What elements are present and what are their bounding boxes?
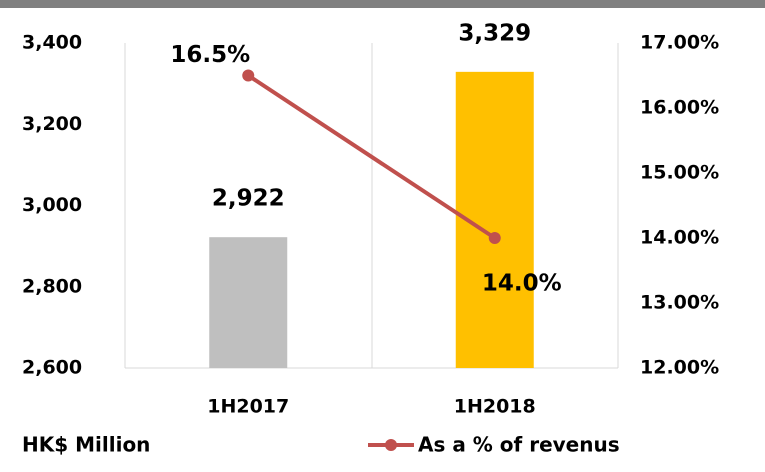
y2-tick-label: 15.00% <box>640 162 719 184</box>
y2-tick-label: 16.00% <box>640 97 719 119</box>
line <box>247 73 496 240</box>
y-tick-label: 2,800 <box>22 275 82 297</box>
y2-tick-label: 12.00% <box>640 357 719 379</box>
y2-tick-label: 14.00% <box>640 227 719 249</box>
legend-label: As a % of revenus <box>418 433 620 457</box>
x-tick-label: 1H2017 <box>207 396 289 418</box>
y-tick-label: 2,600 <box>22 357 82 379</box>
y-tick-label: 3,400 <box>22 32 82 54</box>
legend-marker <box>385 439 397 451</box>
line-point <box>242 69 255 82</box>
bar <box>209 237 288 368</box>
y2-tick-label: 17.00% <box>640 32 719 54</box>
unit-label: HK$ Million <box>22 433 150 457</box>
data-label: 3,329 <box>458 20 531 46</box>
data-label: 2,922 <box>212 186 285 212</box>
top-band <box>0 0 765 8</box>
line-data-label: 16.5% <box>170 42 250 68</box>
y2-tick-label: 13.00% <box>640 292 719 314</box>
line-data-label: 14.0% <box>482 271 562 297</box>
line-point <box>488 232 501 244</box>
x-tick-label: 1H2018 <box>454 396 536 418</box>
y-tick-label: 3,200 <box>22 113 82 135</box>
y-tick-label: 3,000 <box>22 194 82 216</box>
